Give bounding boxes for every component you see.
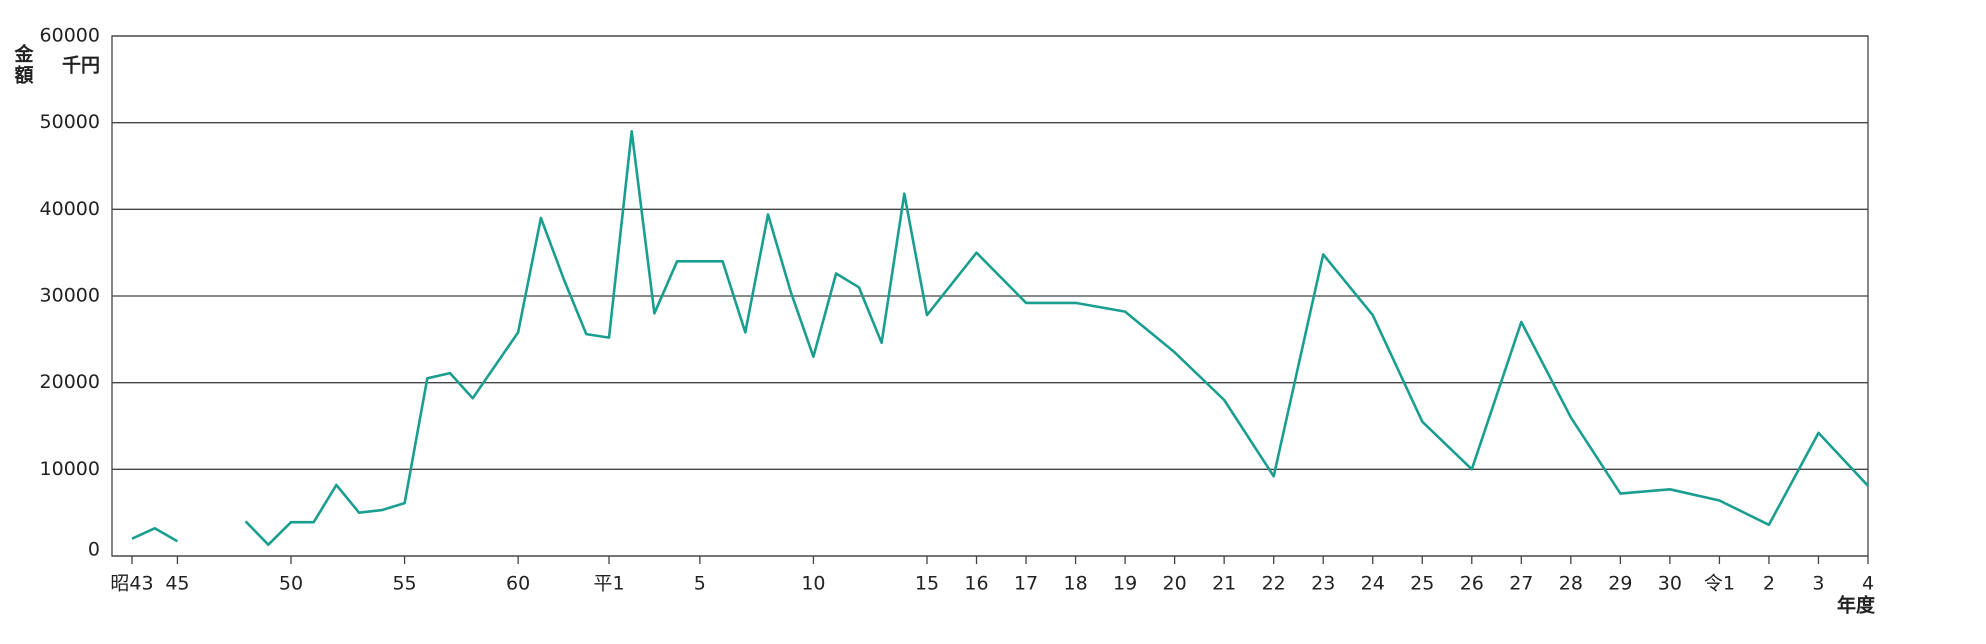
data-line xyxy=(131,130,1869,546)
x-tick-label: 55 xyxy=(392,573,416,595)
x-tick-label: 25 xyxy=(1410,573,1434,595)
y-tick-label: 50000 xyxy=(40,111,100,133)
x-tick-label: 18 xyxy=(1063,573,1087,595)
y-tick-label: 60000 xyxy=(40,25,100,47)
x-tick-label: 16 xyxy=(964,573,988,595)
x-tick-label: 10 xyxy=(801,573,825,595)
x-tick-label: 2 xyxy=(1763,573,1775,595)
x-tick-label: 27 xyxy=(1509,573,1533,595)
x-tick-label: 60 xyxy=(506,573,530,595)
x-tick-label: 19 xyxy=(1113,573,1137,595)
x-tick-label: 21 xyxy=(1212,573,1236,595)
x-tick-label: 20 xyxy=(1163,573,1187,595)
y-axis-label: 金額 xyxy=(12,43,35,86)
x-tick-label: 28 xyxy=(1559,573,1583,595)
x-tick-label: 50 xyxy=(279,573,303,595)
x-tick-label: 令1 xyxy=(1704,573,1735,595)
x-tick-label: 24 xyxy=(1361,573,1385,595)
x-tick-label: 29 xyxy=(1608,573,1632,595)
x-tick-label: 平1 xyxy=(593,573,624,595)
y-unit: 千円 xyxy=(62,55,100,77)
x-tick-label: 17 xyxy=(1014,573,1038,595)
x-tick-label: 23 xyxy=(1311,573,1335,595)
x-tick-label: 5 xyxy=(694,573,706,595)
y-tick-label: 10000 xyxy=(40,458,100,480)
x-tick-label: 22 xyxy=(1262,573,1286,595)
y-tick-label: 20000 xyxy=(40,371,100,393)
y-tick-label: 30000 xyxy=(40,285,100,307)
x-tick-label: 昭43 xyxy=(110,573,153,595)
x-tick-label: 4 xyxy=(1862,573,1874,595)
x-tick-label: 3 xyxy=(1812,573,1824,595)
y-tick-label: 40000 xyxy=(40,198,100,220)
x-tick-label: 15 xyxy=(915,573,939,595)
x-tick-label: 26 xyxy=(1460,573,1484,595)
y-tick-label: 0 xyxy=(88,539,100,561)
x-axis-label: 年度 xyxy=(1837,594,1876,617)
x-tick-label: 45 xyxy=(165,573,189,595)
x-tick-label: 30 xyxy=(1658,573,1682,595)
